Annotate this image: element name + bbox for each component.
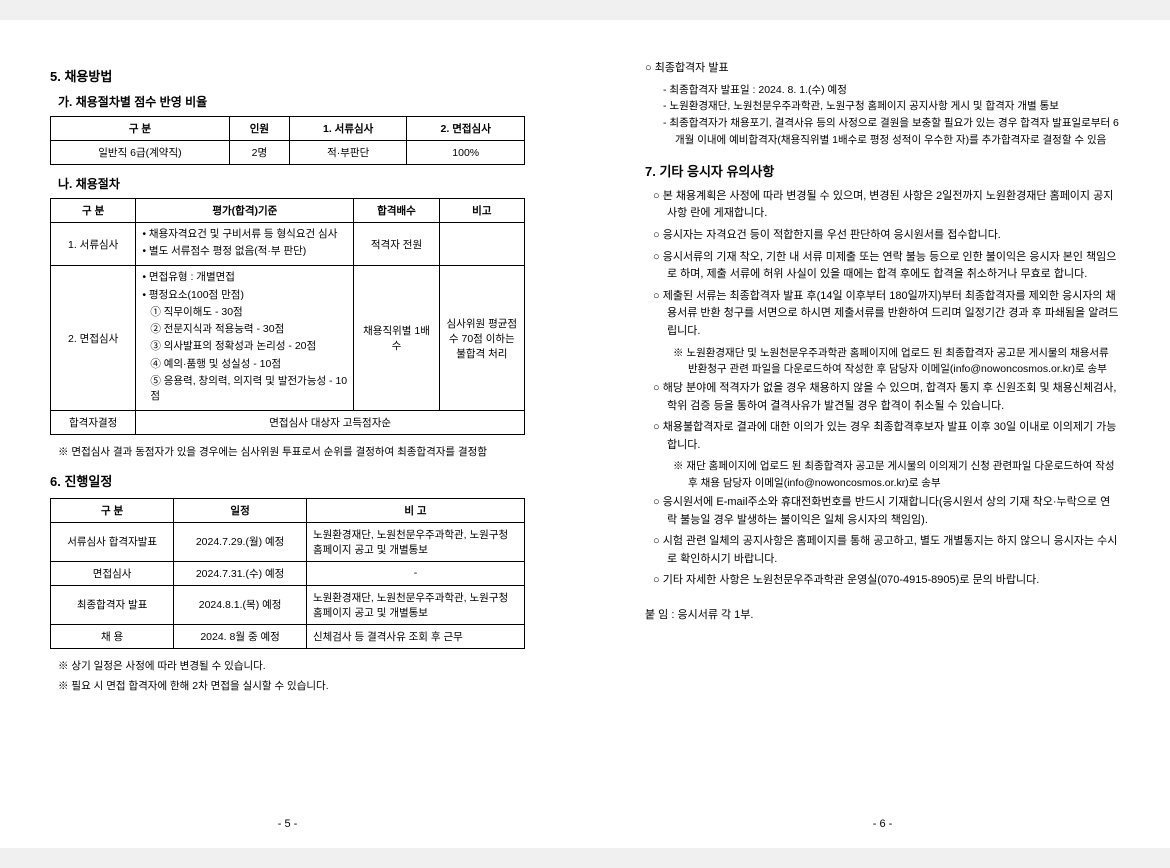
table-row: 1. 서류심사 • 채용자격요건 및 구비서류 등 형식요건 심사 • 별도 서… bbox=[51, 223, 525, 266]
criteria-item: ② 전문지식과 적용능력 - 30점 bbox=[142, 322, 347, 337]
criteria-item: ③ 의사발표의 정확성과 논리성 - 20점 bbox=[142, 339, 347, 354]
td: 1. 서류심사 bbox=[51, 223, 136, 266]
notice-item: ○ 응시원서에 E-mail주소와 휴대전화번호를 반드시 기재합니다(응시원서… bbox=[653, 494, 1120, 529]
section-5-title: 5. 채용방법 bbox=[50, 66, 525, 85]
star-note: ※ 노원환경재단 및 노원천문우주과학관 홈페이지에 업로드 된 최종합격자 공… bbox=[673, 345, 1120, 378]
table-ratio: 구 분 인원 1. 서류심사 2. 면접심사 일반직 6급(계약직) 2명 적·… bbox=[50, 116, 525, 165]
td: 최종합격자 발표 bbox=[51, 585, 174, 624]
td: 채용직위별 1배수 bbox=[354, 266, 439, 411]
th: 일정 bbox=[174, 498, 307, 522]
td: - bbox=[306, 561, 524, 585]
notice-item: ○ 시험 관련 일체의 공지사항은 홈페이지를 통해 공고하고, 별도 개별통지… bbox=[653, 533, 1120, 568]
final-item: - 최종합격자 발표일 : 2024. 8. 1.(수) 예정 bbox=[663, 82, 1120, 99]
th: 비 고 bbox=[306, 498, 524, 522]
td: 채 용 bbox=[51, 624, 174, 648]
td: 일반직 6급(계약직) bbox=[51, 141, 230, 165]
td: 2024.8.1.(목) 예정 bbox=[174, 585, 307, 624]
td: 2명 bbox=[229, 141, 289, 165]
td: 100% bbox=[407, 141, 525, 165]
th: 구 분 bbox=[51, 117, 230, 141]
td: 적·부판단 bbox=[289, 141, 407, 165]
section-7-title: 7. 기타 응시자 유의사항 bbox=[645, 161, 1120, 180]
th: 평가(합격)기준 bbox=[136, 199, 354, 223]
th: 비고 bbox=[439, 199, 524, 223]
th: 2. 면접심사 bbox=[407, 117, 525, 141]
criteria-item: • 면접유형 : 개별면접 bbox=[142, 270, 347, 285]
table-row: 2. 면접심사 • 면접유형 : 개별면접 • 평정요소(100점 만점) ① … bbox=[51, 266, 525, 411]
notice-item: ○ 제출된 서류는 최종합격자 발표 후(14일 이후부터 180일까지)부터 … bbox=[653, 288, 1120, 341]
td: 2024.7.31.(수) 예정 bbox=[174, 561, 307, 585]
td: 노원환경재단, 노원천문우주과학관, 노원구청 홈페이지 공고 및 개별통보 bbox=[306, 522, 524, 561]
section-5a-title: 가. 채용절차별 점수 반영 비율 bbox=[58, 93, 525, 110]
td: 2024.7.29.(월) 예정 bbox=[174, 522, 307, 561]
notice-item: ○ 해당 분야에 적격자가 없을 경우 채용하지 않을 수 있으며, 합격자 통… bbox=[653, 380, 1120, 415]
section-6-title: 6. 진행일정 bbox=[50, 471, 525, 490]
table-row: 합격자결정 면접심사 대상자 고득점자순 bbox=[51, 411, 525, 435]
notice-item: ○ 응시서류의 기재 착오, 기한 내 서류 미제출 또는 연락 불능 등으로 … bbox=[653, 249, 1120, 284]
td: • 면접유형 : 개별면접 • 평정요소(100점 만점) ① 직무이해도 - … bbox=[136, 266, 354, 411]
table-process: 구 분 평가(합격)기준 합격배수 비고 1. 서류심사 • 채용자격요건 및 … bbox=[50, 198, 525, 435]
final-title: ○ 최종합격자 발표 bbox=[645, 60, 1120, 78]
td: 신체검사 등 결격사유 조회 후 근무 bbox=[306, 624, 524, 648]
td: 면접심사 bbox=[51, 561, 174, 585]
table-schedule: 구 분 일정 비 고 서류심사 합격자발표 2024.7.29.(월) 예정 노… bbox=[50, 498, 525, 649]
th: 구 분 bbox=[51, 498, 174, 522]
document-spread: 5. 채용방법 가. 채용절차별 점수 반영 비율 구 분 인원 1. 서류심사… bbox=[0, 20, 1170, 848]
td: 합격자결정 bbox=[51, 411, 136, 435]
notice-item: ○ 채용불합격자로 결과에 대한 이의가 있는 경우 최종합격후보자 발표 이후… bbox=[653, 419, 1120, 454]
th: 1. 서류심사 bbox=[289, 117, 407, 141]
td: 2. 면접심사 bbox=[51, 266, 136, 411]
notice-item: ○ 본 채용계획은 사정에 따라 변경될 수 있으며, 변경된 사항은 2일전까… bbox=[653, 188, 1120, 223]
page-number: - 6 - bbox=[595, 818, 1170, 830]
page-6: ○ 최종합격자 발표 - 최종합격자 발표일 : 2024. 8. 1.(수) … bbox=[595, 20, 1170, 848]
td: 면접심사 대상자 고득점자순 bbox=[136, 411, 525, 435]
final-item: - 최종합격자가 채용포기, 결격사유 등의 사정으로 결원을 보충할 필요가 … bbox=[663, 115, 1120, 149]
final-item: - 노원환경재단, 노원천문우주과학관, 노원구청 홈페이지 공지사항 게시 및… bbox=[663, 98, 1120, 115]
criteria-item: ⑤ 응용력, 창의력, 의지력 및 발전가능성 - 10점 bbox=[142, 374, 347, 404]
star-note: ※ 재단 홈페이지에 업로드 된 최종합격자 공고문 게시물의 이의제기 신청 … bbox=[673, 458, 1120, 491]
note: ※ 필요 시 면접 합격자에 한해 2차 면접을 실시할 수 있습니다. bbox=[58, 679, 525, 695]
section-5b-title: 나. 채용절차 bbox=[58, 175, 525, 192]
table-row: 구 분 평가(합격)기준 합격배수 비고 bbox=[51, 199, 525, 223]
table-row: 서류심사 합격자발표 2024.7.29.(월) 예정 노원환경재단, 노원천문… bbox=[51, 522, 525, 561]
table-row: 구 분 일정 비 고 bbox=[51, 498, 525, 522]
td: 2024. 8월 중 예정 bbox=[174, 624, 307, 648]
notice-item: ○ 기타 자세한 사항은 노원천문우주과학관 운영실(070-4915-8905… bbox=[653, 572, 1120, 590]
criteria-item: • 평정요소(100점 만점) bbox=[142, 288, 347, 303]
td: 서류심사 합격자발표 bbox=[51, 522, 174, 561]
th: 합격배수 bbox=[354, 199, 439, 223]
td: • 채용자격요건 및 구비서류 등 형식요건 심사 • 별도 서류점수 평정 없… bbox=[136, 223, 354, 266]
td: 적격자 전원 bbox=[354, 223, 439, 266]
table-row: 구 분 인원 1. 서류심사 2. 면접심사 bbox=[51, 117, 525, 141]
td: 노원환경재단, 노원천문우주과학관, 노원구청 홈페이지 공고 및 개별통보 bbox=[306, 585, 524, 624]
criteria-item: ④ 예의·품행 및 성실성 - 10점 bbox=[142, 357, 347, 372]
th: 구 분 bbox=[51, 199, 136, 223]
td: 심사위원 평균점수 70점 이하는 불합격 처리 bbox=[439, 266, 524, 411]
page-5: 5. 채용방법 가. 채용절차별 점수 반영 비율 구 분 인원 1. 서류심사… bbox=[0, 20, 575, 848]
attachment: 붙 임 : 응시서류 각 1부. bbox=[645, 606, 1120, 622]
final-announcement: ○ 최종합격자 발표 - 최종합격자 발표일 : 2024. 8. 1.(수) … bbox=[645, 60, 1120, 149]
td bbox=[439, 223, 524, 266]
table-row: 일반직 6급(계약직) 2명 적·부판단 100% bbox=[51, 141, 525, 165]
table-row: 채 용 2024. 8월 중 예정 신체검사 등 결격사유 조회 후 근무 bbox=[51, 624, 525, 648]
criteria-item: • 채용자격요건 및 구비서류 등 형식요건 심사 bbox=[142, 227, 347, 242]
notice-item: ○ 응시자는 자격요건 등이 적합한지를 우선 판단하여 응시원서를 접수합니다… bbox=[653, 227, 1120, 245]
criteria-item: ① 직무이해도 - 30점 bbox=[142, 305, 347, 320]
table-row: 최종합격자 발표 2024.8.1.(목) 예정 노원환경재단, 노원천문우주과… bbox=[51, 585, 525, 624]
page-number: - 5 - bbox=[0, 818, 575, 830]
table-row: 면접심사 2024.7.31.(수) 예정 - bbox=[51, 561, 525, 585]
note: ※ 면접심사 결과 동점자가 있을 경우에는 심사위원 투표로서 순위를 결정하… bbox=[58, 445, 525, 461]
th: 인원 bbox=[229, 117, 289, 141]
note: ※ 상기 일정은 사정에 따라 변경될 수 있습니다. bbox=[58, 659, 525, 675]
criteria-item: • 별도 서류점수 평정 없음(적·부 판단) bbox=[142, 244, 347, 259]
